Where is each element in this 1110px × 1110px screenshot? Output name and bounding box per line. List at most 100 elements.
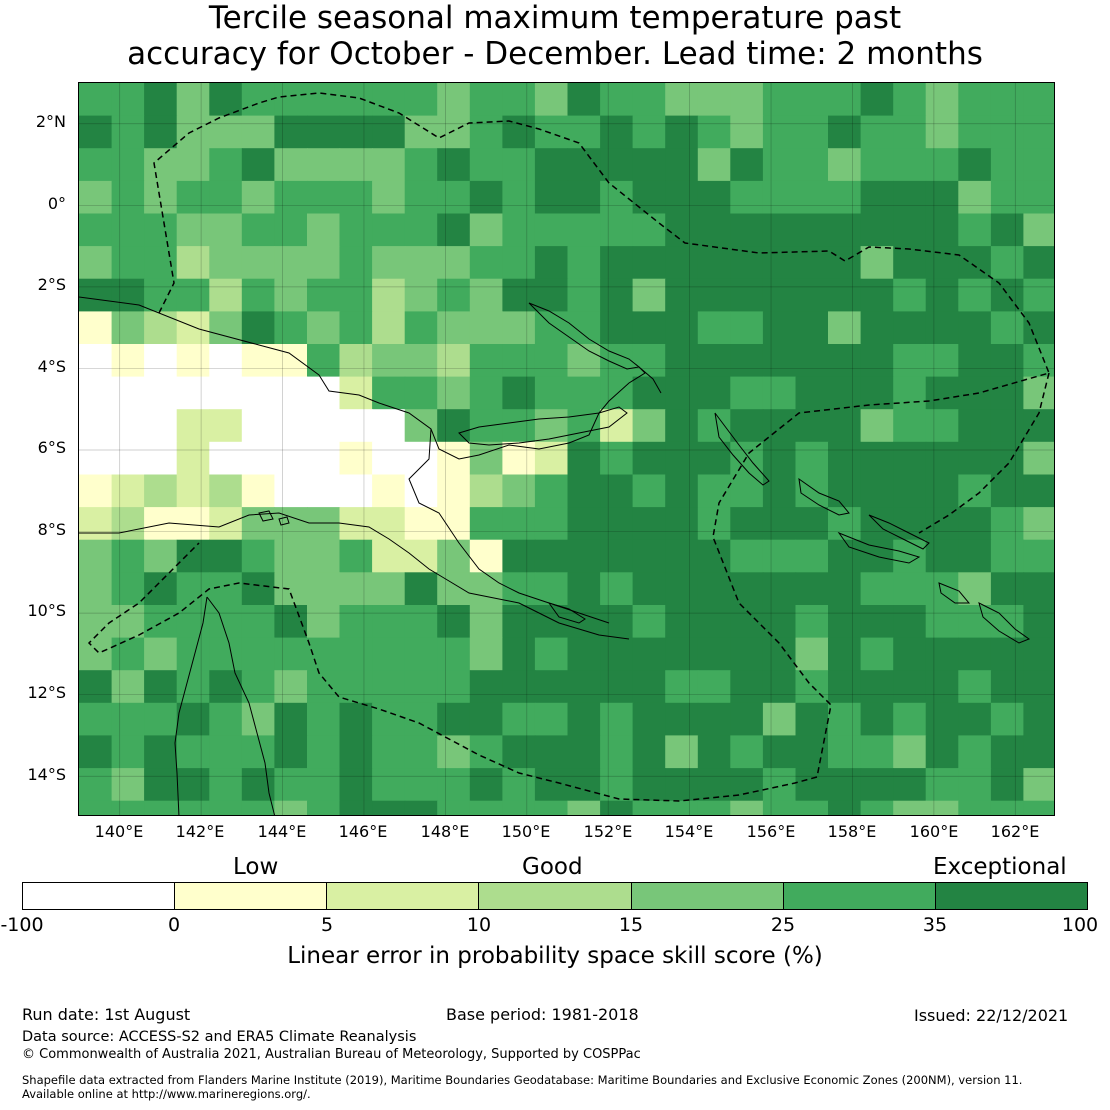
map-grid-cell <box>209 409 243 443</box>
map-grid-cell <box>176 539 210 573</box>
map-grid-cell <box>79 213 113 247</box>
map-grid-cell <box>307 441 341 475</box>
map-grid-cell <box>925 409 959 443</box>
map-grid-cell <box>990 376 1025 410</box>
map-grid-cell <box>730 539 764 573</box>
map-grid-cell <box>600 800 634 815</box>
map-grid-cell <box>893 409 927 443</box>
map-grid-cell <box>404 148 438 182</box>
map-grid-cell <box>795 344 829 378</box>
colorbar-bin <box>175 883 328 909</box>
data-source: Data source: ACCESS-S2 and ERA5 Climate … <box>22 1029 417 1045</box>
map-grid-cell <box>111 311 145 345</box>
map-grid-cell <box>762 768 797 802</box>
map-grid-cell <box>469 441 503 475</box>
map-grid-cell <box>860 605 894 639</box>
map-grid-cell <box>600 441 634 475</box>
map-grid-cell <box>534 474 569 508</box>
map-grid-cell <box>339 735 373 769</box>
map-grid-cell <box>600 670 634 704</box>
map-grid-cell <box>958 246 992 280</box>
map-grid-cell <box>437 180 471 215</box>
map-grid-cell <box>665 83 699 117</box>
map-grid-cell <box>925 800 959 815</box>
map-grid-cell <box>176 768 210 802</box>
map-grid-cell <box>111 702 145 736</box>
lon-label: 162°E <box>990 822 1040 841</box>
colorbar-tick: -100 <box>0 914 44 936</box>
map-grid-cell <box>307 702 341 736</box>
map-grid-cell <box>697 637 731 671</box>
shapefile-credit-line-1: Shapefile data extracted from Flanders M… <box>22 1073 1023 1087</box>
map-grid-cell <box>111 180 145 215</box>
colorbar-tick: 5 <box>320 914 334 936</box>
map-grid-cell <box>665 735 699 769</box>
skill-map-canvas <box>79 83 1054 815</box>
map-grid-cell <box>795 735 829 769</box>
map-grid-cell <box>600 148 634 182</box>
coastline-cape-york <box>174 596 276 815</box>
map-grid-cell <box>534 115 569 149</box>
map-grid-cell <box>1023 768 1054 802</box>
map-grid-cell <box>437 800 471 815</box>
colorbar-tick: 0 <box>167 914 181 936</box>
map-grid-cell <box>925 670 959 704</box>
map-grid-cell <box>176 180 210 215</box>
map-grid-cell <box>958 605 992 639</box>
map-grid-cell <box>665 344 699 378</box>
map-grid-cell <box>990 115 1025 149</box>
eez-boundary-solomons <box>918 372 1050 534</box>
map-grid-cell <box>111 409 145 443</box>
map-grid-cell <box>567 115 601 149</box>
map-grid-cell <box>469 572 503 606</box>
map-grid-cell <box>79 702 113 736</box>
map-grid-cell <box>209 115 243 149</box>
map-grid-cell <box>795 441 829 475</box>
map-grid-cell <box>176 572 210 606</box>
map-grid-cell <box>502 507 536 541</box>
map-grid-cell <box>339 539 373 573</box>
coastline-new-guinea-south <box>79 512 630 640</box>
map-grid-cell <box>860 83 894 117</box>
map-grid-cell <box>209 278 243 312</box>
map-grid-cell <box>404 409 438 443</box>
map-grid-cell <box>469 83 503 117</box>
coastline-louisiades <box>547 602 586 624</box>
map-grid-cell <box>469 539 503 573</box>
map-grid-cell <box>567 376 601 410</box>
map-grid-cell <box>730 702 764 736</box>
map-grid-cell <box>339 213 373 247</box>
colorbar-bin <box>935 883 1087 909</box>
map-grid-cell <box>600 507 634 541</box>
map-grid-cell <box>241 702 275 736</box>
map-grid-cell <box>730 148 764 182</box>
colorbar-bin <box>327 883 480 909</box>
map-grid-cell <box>828 376 862 410</box>
map-grid-cell <box>860 180 894 215</box>
map-grid-cell <box>893 800 927 815</box>
map-grid-cell <box>958 539 992 573</box>
map-grid-cell <box>144 83 178 117</box>
map-grid-cell <box>860 213 894 247</box>
map-grid-cell <box>534 637 569 671</box>
map-grid-cell <box>958 637 992 671</box>
map-grid-cell <box>762 376 797 410</box>
map-grid-cell <box>209 148 243 182</box>
map-grid-cell <box>567 441 601 475</box>
map-grid-cell <box>828 148 862 182</box>
map-grid-cell <box>469 376 503 410</box>
map-grid-cell <box>632 735 666 769</box>
run-date: Run date: 1st August <box>22 1005 191 1024</box>
map-grid-cell <box>958 507 992 541</box>
map-grid-cell <box>762 507 797 541</box>
map-grid-cell <box>469 768 503 802</box>
map-grid-cell <box>795 768 829 802</box>
colorbar-tick: 25 <box>770 914 796 936</box>
colorbar-tick: 100 <box>1061 914 1099 936</box>
map-grid-cell <box>795 213 829 247</box>
map-grid-cell <box>730 409 764 443</box>
map-grid-cell <box>144 311 178 345</box>
map-grid-cell <box>632 800 666 815</box>
map-grid-cell <box>958 115 992 149</box>
map-grid-cell <box>665 441 699 475</box>
